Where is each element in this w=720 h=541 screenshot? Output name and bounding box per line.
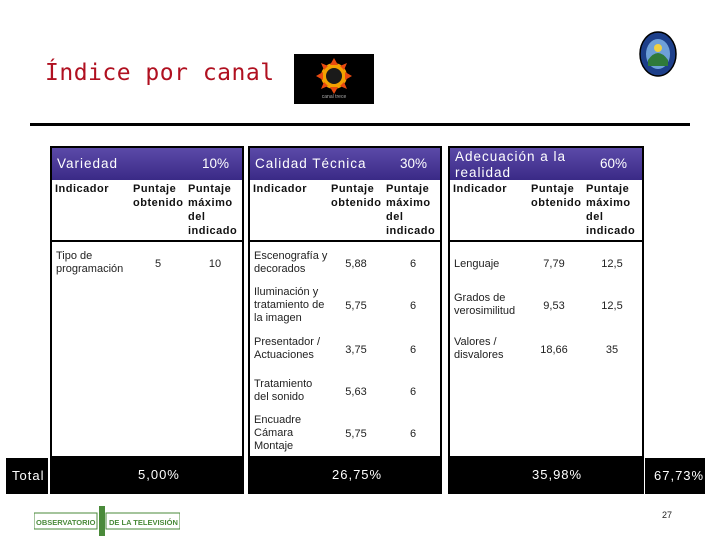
max-score: 6 bbox=[409, 344, 417, 356]
total-label: Total bbox=[12, 468, 45, 483]
category-weight: 60% bbox=[600, 156, 628, 171]
sun-logo-icon bbox=[316, 58, 352, 94]
obtained-score: 5,88 bbox=[345, 258, 367, 270]
column-header-obtained: Puntaje obtenido bbox=[331, 183, 382, 209]
header-divider bbox=[250, 240, 440, 242]
column-header-obtained: Puntaje obtenido bbox=[133, 183, 184, 209]
indicator-label: Iluminación y tratamiento de la imagen bbox=[254, 286, 325, 324]
observatorio-logo: OBSERVATORIO DE LA TELEVISIÓN bbox=[33, 506, 181, 536]
channel-logo-caption: canal trece bbox=[321, 94, 347, 100]
obtained-score: 7,79 bbox=[543, 258, 565, 270]
indicator-label: Valores / disvalores bbox=[454, 336, 504, 361]
panel-variedad: Variedad 10% Indicador Puntaje obtenido … bbox=[50, 146, 244, 494]
observatorio-logo-right-text: DE LA TELEVISIÓN bbox=[109, 518, 178, 527]
category-weight: 10% bbox=[202, 156, 230, 171]
panel-header: Adecuación a la realidad 60% bbox=[450, 148, 642, 180]
column-header-indicator: Indicador bbox=[253, 183, 308, 195]
indicator-label: Tipo de programación bbox=[56, 250, 124, 275]
obtained-score: 3,75 bbox=[345, 344, 367, 356]
panel-body: Indicador Puntaje obtenido Puntaje máxim… bbox=[52, 180, 242, 456]
max-score: 6 bbox=[409, 386, 417, 398]
max-score: 12,5 bbox=[601, 300, 623, 312]
title-divider bbox=[30, 123, 690, 126]
column-header-max: Puntaje máximo del indicado bbox=[586, 183, 636, 237]
final-total: 67,73% bbox=[654, 468, 705, 483]
indicator-label: Presentador / Actuaciones bbox=[254, 336, 321, 361]
category-weight: 30% bbox=[400, 156, 428, 171]
total-band: Total bbox=[6, 458, 48, 494]
final-total-band: 67,73% bbox=[645, 458, 705, 494]
indicator-label: Grados de verosimilitud bbox=[454, 292, 516, 317]
max-score: 35 bbox=[605, 344, 619, 356]
category-total: 5,00% bbox=[138, 467, 180, 482]
obtained-score: 5,75 bbox=[345, 300, 367, 312]
obtained-score: 9,53 bbox=[543, 300, 565, 312]
category-name: Variedad bbox=[57, 156, 119, 171]
observatorio-logo-left-text: OBSERVATORIO bbox=[36, 518, 96, 527]
obtained-score: 5 bbox=[154, 258, 162, 270]
panel-header: Calidad Técnica 30% bbox=[250, 148, 440, 180]
panel-header: Variedad 10% bbox=[52, 148, 242, 180]
max-score: 6 bbox=[409, 300, 417, 312]
indicator-label: Lenguaje bbox=[454, 258, 500, 270]
panel-adecuacion: Adecuación a la realidad 60% Indicador P… bbox=[448, 146, 644, 494]
max-score: 6 bbox=[409, 428, 417, 440]
observatorio-logo-icon: OBSERVATORIO DE LA TELEVISIÓN bbox=[33, 506, 181, 536]
obtained-score: 5,63 bbox=[345, 386, 367, 398]
panel-body: Indicador Puntaje obtenido Puntaje máxim… bbox=[250, 180, 440, 456]
category-name: Adecuación a la realidad bbox=[455, 149, 567, 180]
column-header-indicator: Indicador bbox=[55, 183, 110, 195]
indicator-label: Tratamiento del sonido bbox=[254, 378, 313, 403]
obtained-score: 5,75 bbox=[345, 428, 367, 440]
seal-icon bbox=[639, 31, 677, 77]
obtained-score: 18,66 bbox=[540, 344, 568, 356]
indicator-label: Encuadre Cámara Montaje bbox=[254, 414, 302, 452]
panel-body: Indicador Puntaje obtenido Puntaje máxim… bbox=[450, 180, 642, 456]
max-score: 6 bbox=[409, 258, 417, 270]
column-header-max: Puntaje máximo del indicado bbox=[188, 183, 238, 237]
category-total: 26,75% bbox=[332, 467, 383, 482]
category-total: 35,98% bbox=[532, 467, 583, 482]
column-header-indicator: Indicador bbox=[453, 183, 508, 195]
max-score: 12,5 bbox=[601, 258, 623, 270]
panel-calidad-tecnica: Calidad Técnica 30% Indicador Puntaje ob… bbox=[248, 146, 442, 494]
page-number: 27 bbox=[662, 510, 673, 520]
indicator-label: Escenografía y decorados bbox=[254, 250, 328, 275]
header-divider bbox=[52, 240, 242, 242]
max-score: 10 bbox=[208, 258, 222, 270]
column-header-max: Puntaje máximo del indicado bbox=[386, 183, 436, 237]
header-divider bbox=[450, 240, 642, 242]
category-name: Calidad Técnica bbox=[255, 156, 367, 171]
page-title: Índice por canal bbox=[45, 60, 275, 86]
column-header-obtained: Puntaje obtenido bbox=[531, 183, 582, 209]
channel-logo: canal trece bbox=[294, 54, 374, 104]
